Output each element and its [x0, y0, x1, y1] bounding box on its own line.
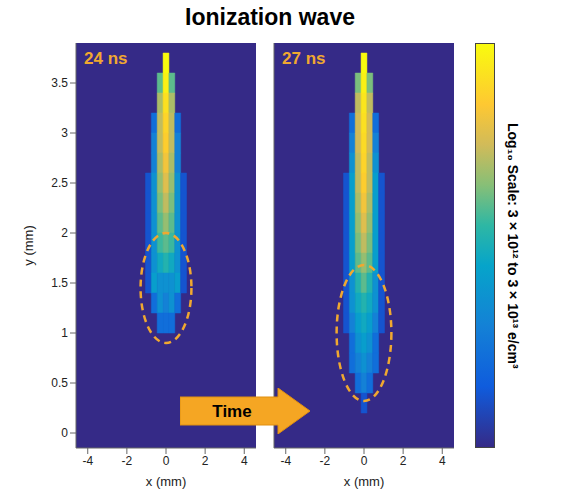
svg-text:Time: Time [212, 402, 251, 421]
svg-text:0: 0 [361, 454, 368, 468]
svg-text:x (mm): x (mm) [344, 474, 384, 489]
svg-text:2.5: 2.5 [51, 176, 68, 190]
svg-text:0: 0 [61, 426, 68, 440]
svg-text:1.5: 1.5 [51, 276, 68, 290]
svg-text:4: 4 [241, 454, 248, 468]
svg-text:0: 0 [163, 454, 170, 468]
svg-text:3: 3 [61, 126, 68, 140]
svg-text:0.5: 0.5 [51, 376, 68, 390]
svg-text:y (mm): y (mm) [21, 225, 36, 265]
svg-text:2: 2 [400, 454, 407, 468]
svg-text:2: 2 [61, 226, 68, 240]
svg-text:3.5: 3.5 [51, 76, 68, 90]
svg-text:-4: -4 [280, 454, 291, 468]
svg-text:-2: -2 [320, 454, 331, 468]
html-text:24 ns: 24 ns [84, 49, 128, 68]
svg-text:-2: -2 [122, 454, 133, 468]
html-text:Ionization wave: Ionization wave [185, 4, 355, 30]
svg-text:x (mm): x (mm) [146, 474, 186, 489]
svg-text:1: 1 [61, 326, 68, 340]
svg-text:4: 4 [439, 454, 446, 468]
svg-text:2: 2 [202, 454, 209, 468]
svg-text:-4: -4 [82, 454, 93, 468]
html-text:Log₁₀ Scale: 3×10¹² to 3×10¹³: Log₁₀ Scale: 3×10¹² to 3×10¹³ e/cm³ [505, 122, 521, 369]
html-text:27 ns: 27 ns [282, 49, 326, 68]
